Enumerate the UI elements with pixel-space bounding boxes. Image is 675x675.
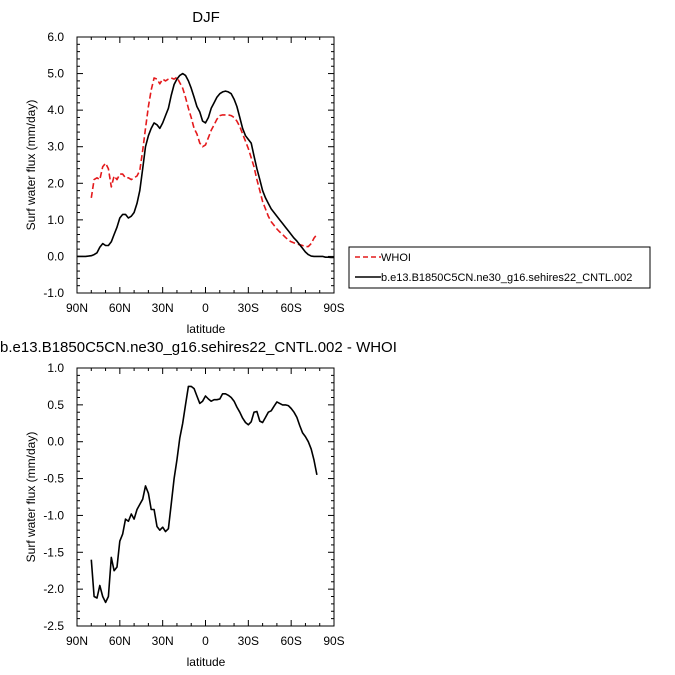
plot-frame: [76, 367, 335, 627]
y-tick-label: 5.0: [47, 67, 64, 81]
y-tick-label: -0.5: [43, 472, 64, 486]
x-tick-label: 90S: [323, 634, 344, 648]
series-line-0: [90, 385, 318, 604]
y-tick-label: 0.5: [47, 398, 64, 412]
x-tick-label: 60S: [280, 634, 301, 648]
y-tick-label: -1.0: [43, 286, 64, 300]
y-tick-label: -2.0: [43, 582, 64, 596]
x-axis-label: latitude: [187, 655, 226, 669]
x-tick-label: 90N: [66, 634, 88, 648]
x-tick-label: 30N: [152, 301, 174, 315]
x-tick-label: 0: [202, 301, 209, 315]
chart-title: b.e13.B1850C5CN.ne30_g16.sehires22_CNTL.…: [0, 339, 397, 356]
series-group: [90, 385, 318, 604]
x-tick-label: 30S: [238, 634, 259, 648]
y-tick-label: -1.0: [43, 508, 64, 522]
x-tick-label: 90N: [66, 301, 88, 315]
axis-ticks: 90N 60N 30N 0 30S 60S 90S -1.0 0.0 1.0 2.0 3.0 4.0 5.…: [43, 30, 344, 315]
y-tick-label: 1.0: [47, 361, 64, 375]
legend: WHOI b.e13.B1850C5CN.ne30_g16.sehires22_…: [348, 246, 651, 289]
axis-ticks: 90N 60N 30N 0 30S 60S 90S -2.5 -2.0 -1.5 -1.0 -0.5 0…: [43, 361, 344, 648]
plot-frame: [76, 36, 335, 294]
y-tick-label: 0.0: [47, 249, 64, 263]
y-tick-label: 0.0: [47, 435, 64, 449]
x-tick-label: 60N: [109, 634, 131, 648]
y-tick-label: -2.5: [43, 619, 64, 633]
x-axis-label: latitude: [187, 322, 226, 336]
y-tick-label: 1.0: [47, 213, 64, 227]
y-tick-label: 6.0: [47, 30, 64, 44]
x-tick-label: 30S: [238, 301, 259, 315]
y-axis-label: Surf water flux (mm/day): [24, 100, 38, 231]
y-tick-label: -1.5: [43, 545, 64, 559]
y-tick-label: 2.0: [47, 176, 64, 190]
y-axis-label: Surf water flux (mm/day): [24, 432, 38, 563]
x-tick-label: 0: [202, 634, 209, 648]
chart-title: DJF: [192, 9, 220, 26]
series-group: [77, 72, 334, 259]
series-line-1: [77, 72, 334, 259]
x-tick-label: 30N: [152, 634, 174, 648]
legend-frame: [348, 246, 651, 289]
legend-label-whoi: WHOI: [381, 252, 411, 264]
series-line-0: [90, 76, 318, 248]
x-tick-label: 60N: [109, 301, 131, 315]
panel-top: DJF 90N 60N 30N 0 30S 60S 90S -1.0 0.0 1.0 2.0 3.0 4…: [24, 9, 651, 336]
x-tick-label: 60S: [280, 301, 301, 315]
panel-bottom: b.e13.B1850C5CN.ne30_g16.sehires22_CNTL.…: [0, 339, 397, 669]
x-tick-label: 90S: [323, 301, 344, 315]
y-tick-label: 4.0: [47, 103, 64, 117]
legend-label-cntl: b.e13.B1850C5CN.ne30_g16.sehires22_CNTL.…: [381, 272, 632, 284]
y-tick-label: 3.0: [47, 140, 64, 154]
